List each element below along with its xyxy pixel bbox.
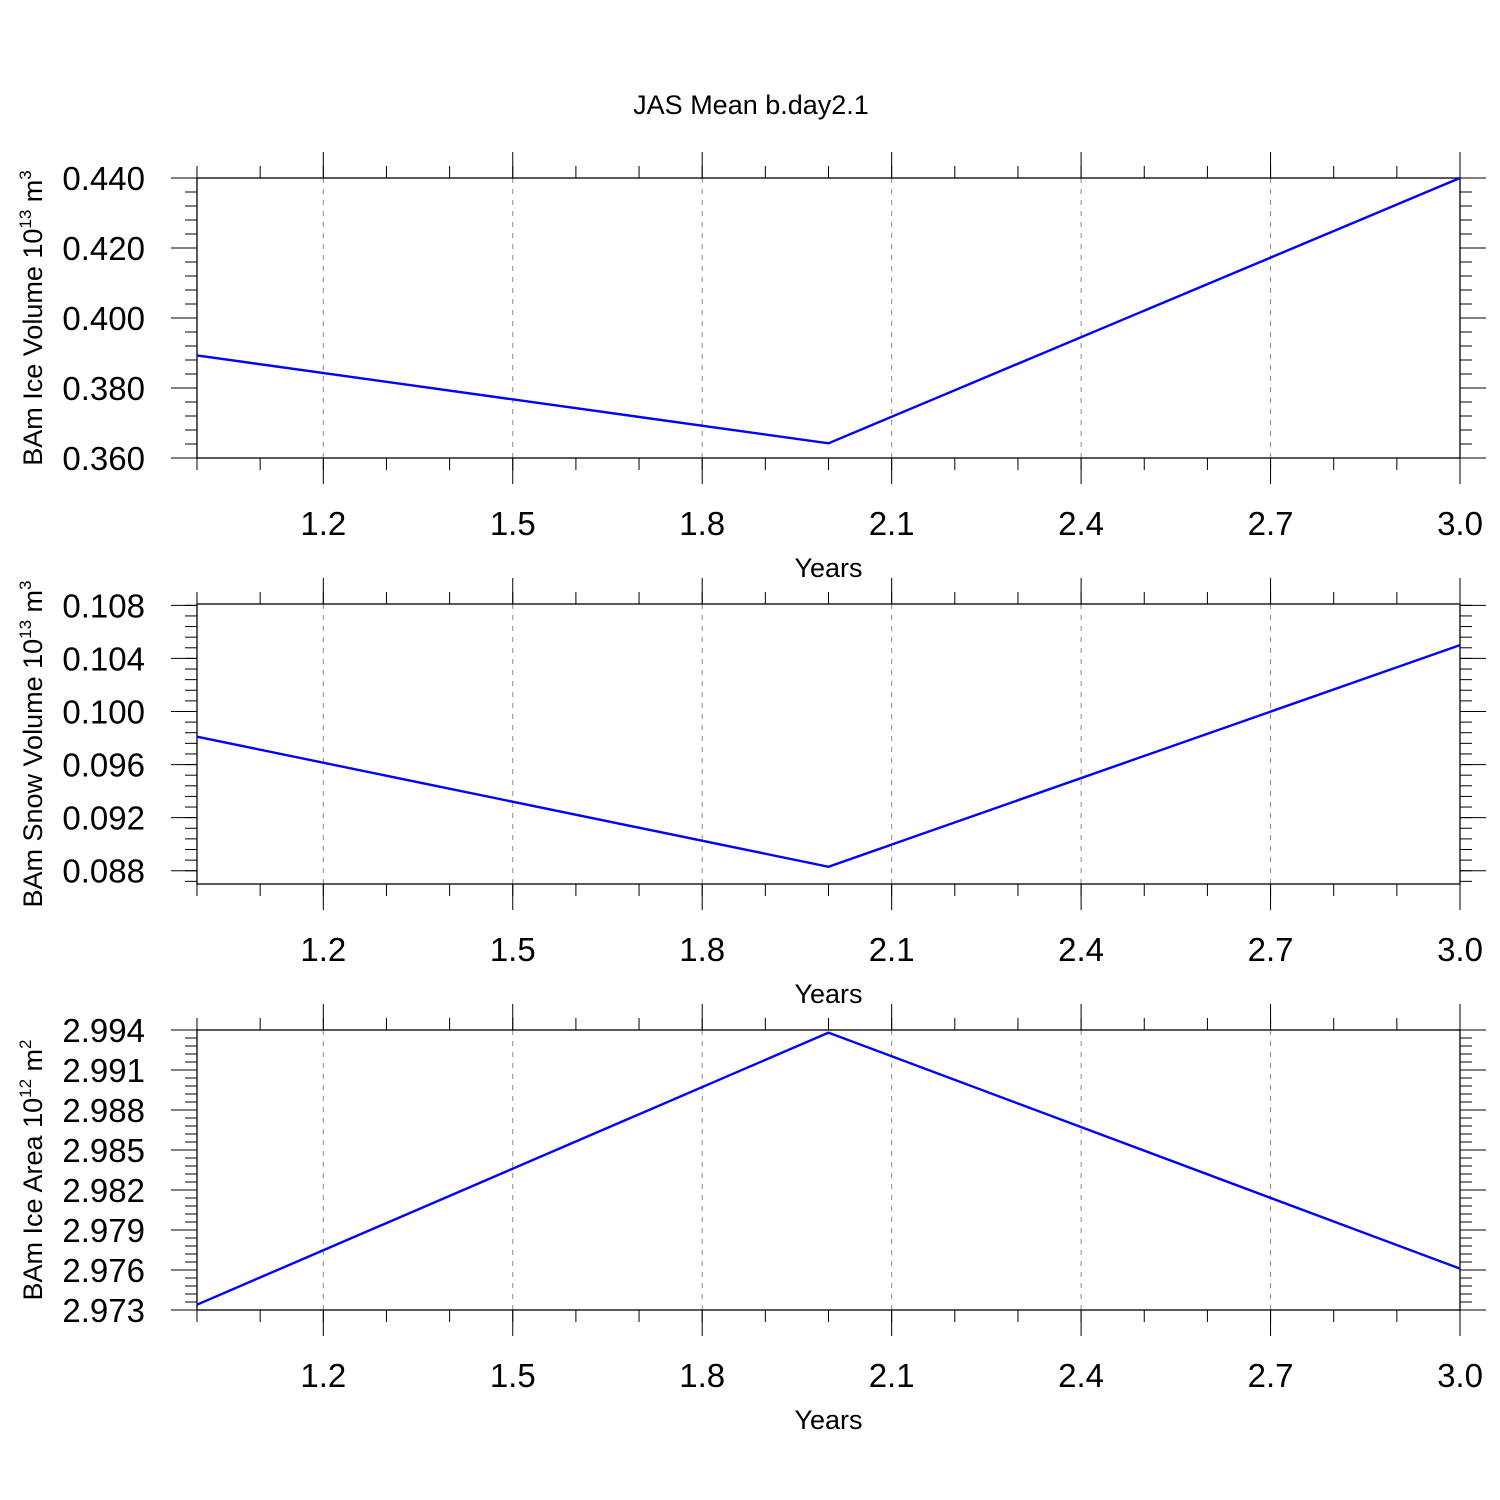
x-tick-label: 2.4 xyxy=(1058,931,1104,968)
x-tick-label: 3.0 xyxy=(1437,505,1483,542)
panel-2: 1.2 1.5 1.8 2.1 2.4 2.7 3.0 0.088 0.092 0.096 0.10… xyxy=(16,578,1486,1009)
y-tick-label: 0.096 xyxy=(62,747,145,784)
y-axis-title-unit-exponent: 2 xyxy=(16,1040,35,1049)
y-axis-title-unit: m xyxy=(18,1049,48,1079)
x-tick-label: 2.7 xyxy=(1248,1357,1294,1394)
plot-frame xyxy=(196,177,1461,459)
y-tick-label: 0.420 xyxy=(62,230,145,267)
plot-frame xyxy=(196,603,1461,885)
x-tick-label: 1.5 xyxy=(490,931,536,968)
y-tick-label: 2.979 xyxy=(62,1212,145,1249)
y-tick-label: 2.994 xyxy=(62,1012,145,1049)
x-tick-label: 1.2 xyxy=(300,931,346,968)
y-tick-label: 0.360 xyxy=(62,440,145,477)
y-axis-title-unit-exponent: 3 xyxy=(16,170,35,179)
panel-3: 1.2 1.5 1.8 2.1 2.4 2.7 3.02.9732.9762.9792.98… xyxy=(16,1004,1486,1435)
y-axis-title-exponent: 13 xyxy=(16,620,35,639)
y-tick-label: 0.400 xyxy=(62,300,145,337)
y-axis-title-exponent: 12 xyxy=(16,1079,35,1098)
y-tick-label: 2.991 xyxy=(62,1052,145,1089)
y-tick-label: 2.985 xyxy=(62,1132,145,1169)
panel-1: 1.2 1.5 1.8 2.1 2.4 2.7 3.0 0.360 0.380 0.400 0.42… xyxy=(16,152,1486,583)
x-tick-label: 1.8 xyxy=(679,931,725,968)
x-tick-label: 2.7 xyxy=(1248,931,1294,968)
plot-frame xyxy=(196,1029,1461,1311)
x-axis-title: Years xyxy=(794,553,862,583)
y-tick-label: 0.092 xyxy=(62,800,145,837)
y-tick-label: 0.088 xyxy=(62,853,145,890)
x-tick-label: 2.1 xyxy=(869,931,915,968)
y-axis-title-unit: m xyxy=(18,180,48,210)
x-axis-title: Years xyxy=(794,979,862,1009)
x-tick-label: 2.7 xyxy=(1248,505,1294,542)
y-axis-title: BAm Ice Area 1012 m2 xyxy=(16,1040,48,1301)
x-tick-label: 1.8 xyxy=(679,505,725,542)
series-line xyxy=(196,1031,1461,1306)
panels: 1.2 1.5 1.8 2.1 2.4 2.7 3.0 0.360 0.380 0.400 0.42… xyxy=(16,152,1486,1435)
y-axis-title-text: BAm Ice Area 10 xyxy=(18,1098,48,1301)
y-tick-label: 2.976 xyxy=(62,1252,145,1289)
x-tick-label: 1.5 xyxy=(490,505,536,542)
x-tick-label: 1.8 xyxy=(679,1357,725,1394)
y-tick-label: 0.108 xyxy=(62,587,145,624)
y-tick-label: 0.380 xyxy=(62,370,145,407)
y-tick-label: 2.982 xyxy=(62,1172,145,1209)
x-tick-label: 1.5 xyxy=(490,1357,536,1394)
x-axis-title: Years xyxy=(794,1405,862,1435)
y-axis-title-text: BAm Ice Volume 10 xyxy=(18,229,48,466)
y-axis-title-unit-exponent: 3 xyxy=(16,580,35,589)
series-line xyxy=(196,644,1461,868)
series-line xyxy=(196,176,1461,445)
x-tick-label: 1.2 xyxy=(300,505,346,542)
x-tick-label: 2.1 xyxy=(869,505,915,542)
x-tick-label: 2.1 xyxy=(869,1357,915,1394)
y-tick-label: 0.100 xyxy=(62,693,145,730)
y-tick-label: 0.104 xyxy=(62,640,145,677)
y-tick-label: 2.973 xyxy=(62,1292,145,1329)
y-axis-title-text: BAm Snow Volume 10 xyxy=(18,639,48,908)
x-tick-label: 2.4 xyxy=(1058,1357,1104,1394)
y-axis-title: BAm Ice Volume 1013 m3 xyxy=(16,170,48,466)
y-axis-title-unit: m xyxy=(18,590,48,620)
x-tick-label: 3.0 xyxy=(1437,1357,1483,1394)
y-axis-title: BAm Snow Volume 1013 m3 xyxy=(16,580,48,907)
chart-title: JAS Mean b.day2.1 xyxy=(633,90,869,120)
y-tick-label: 2.988 xyxy=(62,1092,145,1129)
y-tick-label: 0.440 xyxy=(62,160,145,197)
x-tick-label: 1.2 xyxy=(300,1357,346,1394)
x-tick-label: 3.0 xyxy=(1437,931,1483,968)
y-axis-title-exponent: 13 xyxy=(16,210,35,229)
x-tick-label: 2.4 xyxy=(1058,505,1104,542)
